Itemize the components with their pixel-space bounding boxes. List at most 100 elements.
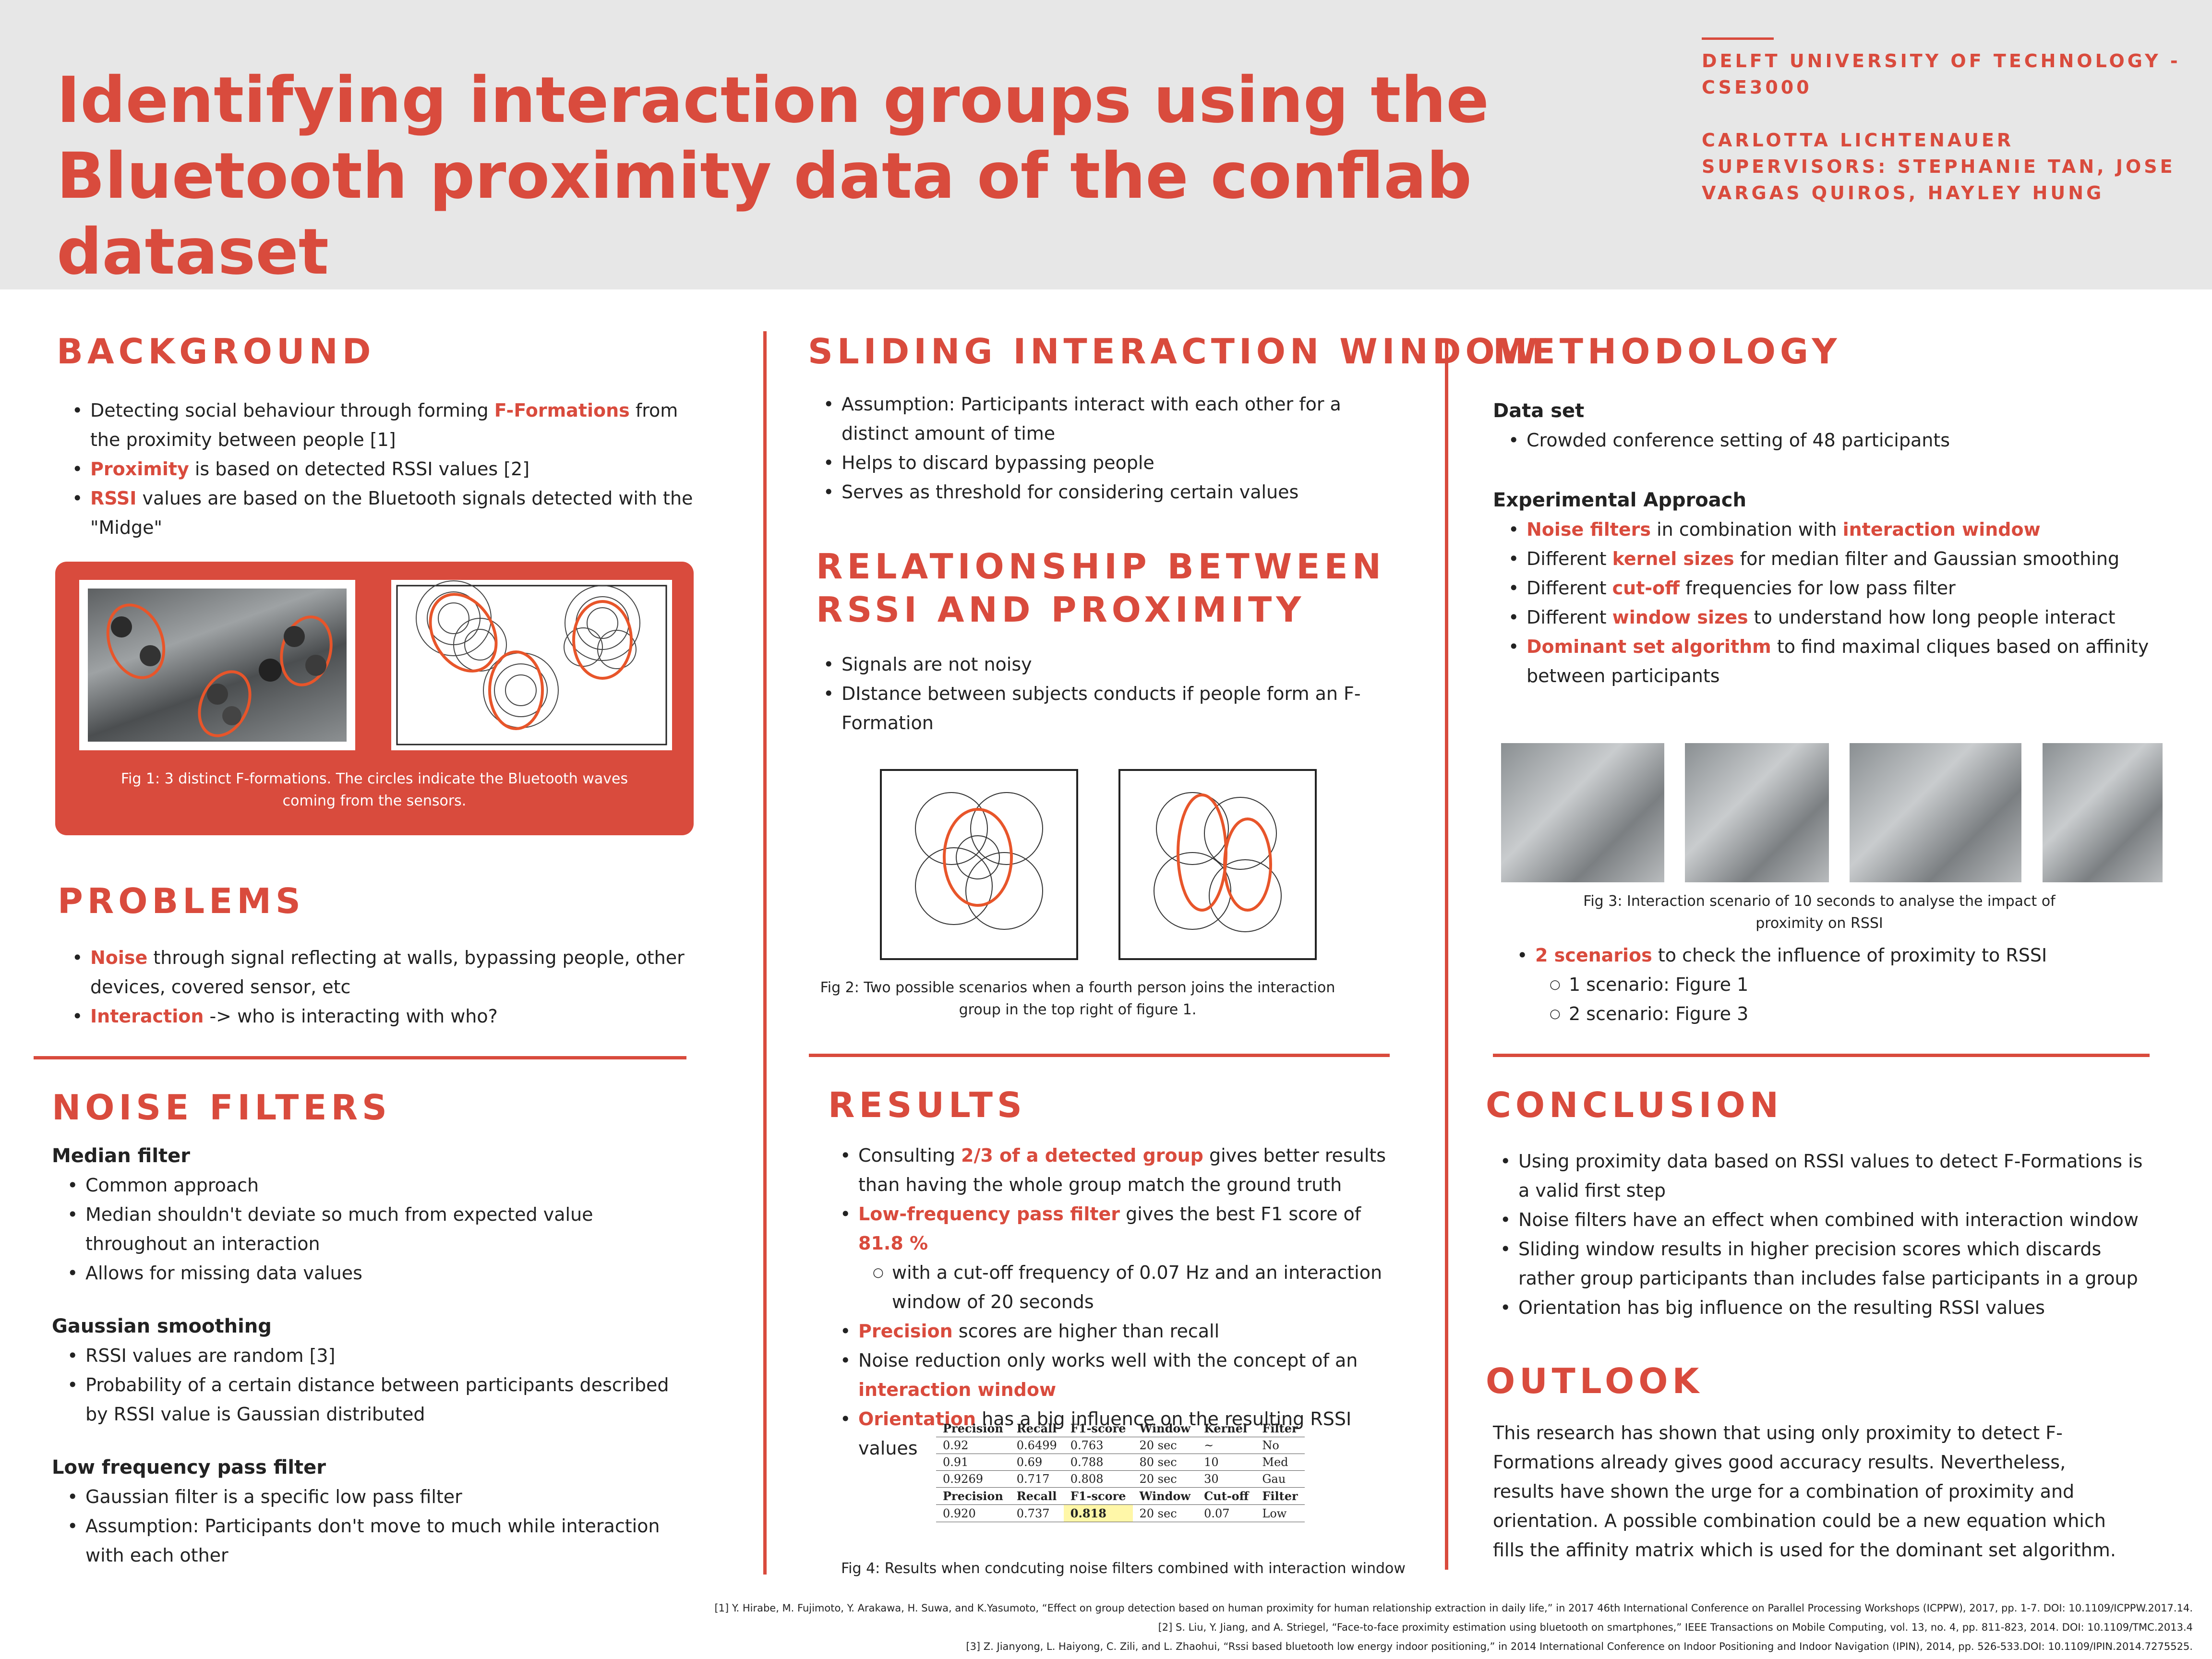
figure-3-frame-2 — [1685, 743, 1829, 882]
table-cell: 0.6499 — [1010, 1437, 1064, 1454]
table-cell: 20 sec — [1132, 1504, 1198, 1522]
experimental-item: Different window sizes to understand how… — [1493, 603, 2165, 632]
table-header-cell: Window — [1132, 1487, 1198, 1505]
low-pass-item: Assumption: Participants don't move to m… — [52, 1512, 690, 1570]
column-1-separator — [34, 1056, 686, 1059]
sliding-item: Serves as threshold for considering cert… — [808, 478, 1408, 507]
conclusion-item: Orientation has big influence on the res… — [1485, 1293, 2157, 1322]
results-item: Low-frequency pass filter gives the best… — [825, 1200, 1408, 1258]
figure-3-frame-3 — [1850, 743, 2021, 882]
median-item: Allows for missing data values — [52, 1259, 690, 1288]
scenarios-list: 2 scenarios to check the influence of pr… — [1502, 941, 2164, 1029]
affiliation-line-2: CSE3000 — [1702, 77, 1812, 98]
column-divider-1 — [763, 331, 767, 1575]
relationship-list: Signals are not noisy DIstance between s… — [808, 650, 1408, 738]
figure-1-panel: Fig 1: 3 distinct F-formations. The circ… — [55, 562, 694, 835]
table-cell: 0.92 — [936, 1437, 1010, 1454]
table-header-cell: Precision — [936, 1487, 1010, 1505]
table-header-cell: Recall — [1010, 1487, 1064, 1505]
table-cell: Low — [1255, 1504, 1305, 1522]
problems-item: Noise through signal reflecting at walls… — [57, 943, 695, 1002]
low-pass-item: Gaussian filter is a specific low pass f… — [52, 1482, 690, 1512]
table-cell: 0.91 — [936, 1454, 1010, 1471]
table-header-cell: Kernel — [1197, 1420, 1256, 1437]
table-header-cell: Window — [1132, 1420, 1198, 1437]
relationship-item: Signals are not noisy — [808, 650, 1408, 679]
figure-2-right-svg — [1154, 792, 1282, 932]
methodology-content: Data set Crowded conference setting of 4… — [1493, 397, 2165, 691]
table-cell: 0.763 — [1063, 1437, 1133, 1454]
table-header-cell: F1-score — [1063, 1487, 1133, 1505]
median-filter-title: Median filter — [52, 1145, 191, 1167]
methodology-spacer — [1493, 455, 2165, 486]
figure-1-caption: Fig 1: 3 distinct F-formations. The circ… — [120, 770, 628, 809]
figure-1-diagram — [391, 580, 672, 750]
reference-item: [2] S. Liu, Y. Jiang, and A. Striegel, “… — [1158, 1622, 2193, 1633]
background-item: Proximity is based on detected RSSI valu… — [57, 455, 695, 484]
figure-2-left — [880, 769, 1078, 960]
results-list: Consulting 2/3 of a detected group gives… — [825, 1141, 1408, 1463]
results-heading: RESULTS — [828, 1085, 1026, 1125]
results-subitem: with a cut-off frequency of 0.07 Hz and … — [825, 1258, 1408, 1317]
table-cell: Med — [1255, 1454, 1305, 1471]
noise-filters-heading: NOISE FILTERS — [52, 1087, 391, 1128]
figure-1-photo — [79, 580, 355, 750]
experimental-approach-title: Experimental Approach — [1493, 489, 1746, 511]
table-cell: 30 — [1197, 1470, 1256, 1488]
table-cell: 0.9269 — [936, 1470, 1010, 1488]
gaussian-item: Probability of a certain distance betwee… — [52, 1370, 690, 1429]
outlook-text: This research has shown that using only … — [1493, 1422, 2116, 1561]
results-item: Noise reduction only works well with the… — [825, 1346, 1408, 1405]
table-cell: 0.808 — [1063, 1470, 1133, 1488]
table-header-row: Precision Recall F1-score Window Kernel … — [936, 1420, 1305, 1437]
figure-2-left-svg — [915, 792, 1043, 930]
table-row: 0.92 0.6499 0.763 20 sec ~ No — [936, 1437, 1305, 1454]
noise-spacer — [52, 1288, 690, 1312]
figure-2-caption: Fig 2: Two possible scenarios when a fou… — [820, 979, 1335, 1018]
column-divider-2 — [1445, 341, 1448, 1570]
relationship-heading-line-2: RSSI AND PROXIMITY — [816, 589, 1306, 630]
header-banner — [0, 0, 2212, 289]
references: [1] Y. Hirabe, M. Fujimoto, Y. Arakawa, … — [273, 1599, 2193, 1656]
outlook-heading: OUTLOOK — [1486, 1361, 1704, 1401]
table-header-cell: Recall — [1010, 1420, 1064, 1437]
figure-4-caption: Fig 4: Results when condcuting noise fil… — [841, 1560, 1406, 1577]
conclusion-item: Using proximity data based on RSSI value… — [1485, 1147, 2157, 1205]
supervisors-line-1: SUPERVISORS: STEPHANIE TAN, JOSE — [1702, 156, 2176, 177]
table-cell-highlight: 0.818 — [1063, 1504, 1133, 1522]
outlook-body: This research has shown that using only … — [1493, 1419, 2127, 1565]
reference-item: [1] Y. Hirabe, M. Fujimoto, Y. Arakawa, … — [714, 1602, 2193, 1614]
gaussian-item: RSSI values are random [3] — [52, 1341, 690, 1370]
figure-2-right — [1118, 769, 1317, 960]
background-heading: BACKGROUND — [57, 331, 375, 372]
relationship-item: DIstance between subjects conducts if pe… — [808, 679, 1408, 738]
median-item: Common approach — [52, 1171, 690, 1200]
problems-item: Interaction -> who is interacting with w… — [57, 1002, 695, 1031]
scenarios-item: 2 scenarios to check the influence of pr… — [1502, 941, 2164, 970]
figure-1-diagram-svg — [396, 580, 667, 745]
methodology-heading: METHODOLOGY — [1493, 331, 1841, 372]
table-row: 0.91 0.69 0.788 80 sec 10 Med — [936, 1454, 1305, 1471]
conclusion-item: Sliding window results in higher precisi… — [1485, 1235, 2157, 1293]
table-header-cell: F1-score — [1063, 1420, 1133, 1437]
dataset-item: Crowded conference setting of 48 partici… — [1493, 426, 2165, 455]
table-header-cell: Filter — [1255, 1487, 1305, 1505]
table-cell: 0.737 — [1010, 1504, 1064, 1522]
experimental-item: Dominant set algorithm to find maximal c… — [1493, 632, 2165, 691]
background-item: RSSI values are based on the Bluetooth s… — [57, 484, 695, 542]
median-item: Median shouldn't deviate so much from ex… — [52, 1200, 690, 1259]
poster-title: Identifying interaction groups using the… — [57, 62, 1689, 290]
problems-heading: PROBLEMS — [58, 881, 305, 921]
background-item: Detecting social behaviour through formi… — [57, 396, 695, 455]
table-cell: 20 sec — [1132, 1470, 1198, 1488]
figure-3-caption: Fig 3: Interaction scenario of 10 second… — [1583, 893, 2056, 932]
figure-1-photo-image — [88, 589, 347, 742]
table-cell: 0.717 — [1010, 1470, 1064, 1488]
table-cell: ~ — [1197, 1437, 1256, 1454]
relationship-heading: RELATIONSHIP BETWEEN RSSI AND PROXIMITY — [816, 545, 1385, 631]
sliding-item: Helps to discard bypassing people — [808, 448, 1408, 478]
affiliation-block: DELFT UNIVERSITY OF TECHNOLOGY - CSE3000… — [1702, 48, 2182, 206]
experimental-item: Different kernel sizes for median filter… — [1493, 544, 2165, 574]
table-cell: 20 sec — [1132, 1437, 1198, 1454]
table-cell: 0.69 — [1010, 1454, 1064, 1471]
